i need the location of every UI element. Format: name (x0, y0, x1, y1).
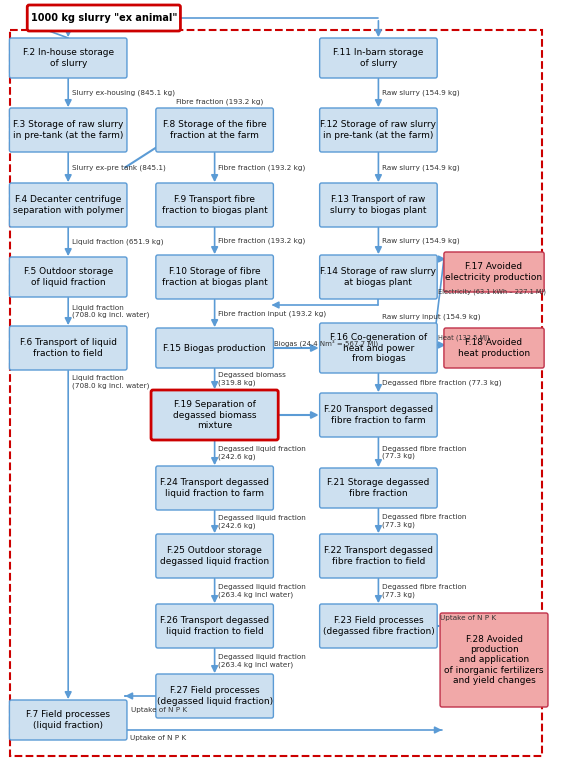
Text: Fibre fraction (193.2 kg): Fibre fraction (193.2 kg) (219, 237, 306, 244)
FancyBboxPatch shape (151, 390, 278, 440)
Text: F.9 Transport fibre
fraction to biogas plant: F.9 Transport fibre fraction to biogas p… (162, 195, 268, 214)
FancyBboxPatch shape (320, 108, 437, 152)
FancyBboxPatch shape (444, 252, 544, 292)
Text: Degassed fibre fraction
(77.3 kg): Degassed fibre fraction (77.3 kg) (382, 446, 467, 460)
FancyBboxPatch shape (156, 534, 273, 578)
FancyBboxPatch shape (10, 700, 127, 740)
Text: Heat (132.5 MJ): Heat (132.5 MJ) (438, 335, 490, 341)
Text: Liquid fraction
(708.0 kg incl. water): Liquid fraction (708.0 kg incl. water) (72, 305, 149, 318)
FancyBboxPatch shape (320, 393, 437, 437)
Text: Liquid fraction (651.9 kg): Liquid fraction (651.9 kg) (72, 239, 164, 245)
Text: Slurry ex-housing (845.1 kg): Slurry ex-housing (845.1 kg) (72, 90, 175, 97)
Text: Liquid fraction
(708.0 kg incl. water): Liquid fraction (708.0 kg incl. water) (72, 375, 149, 389)
Text: Slurry ex-pre tank (845.1): Slurry ex-pre tank (845.1) (72, 164, 166, 171)
FancyBboxPatch shape (10, 326, 127, 370)
Text: F.18 Avoided
heat production: F.18 Avoided heat production (458, 339, 530, 358)
FancyBboxPatch shape (156, 183, 273, 227)
Text: F.7 Field processes
(liquid fraction): F.7 Field processes (liquid fraction) (26, 710, 110, 730)
Text: Degassed liquid fraction
(242.6 kg): Degassed liquid fraction (242.6 kg) (219, 447, 306, 460)
Text: Fibre fraction input (193.2 kg): Fibre fraction input (193.2 kg) (219, 310, 327, 317)
Text: Degassed liquid fraction
(263.4 kg incl water): Degassed liquid fraction (263.4 kg incl … (219, 584, 306, 597)
Text: Degassed fibre fraction (77.3 kg): Degassed fibre fraction (77.3 kg) (382, 380, 502, 386)
FancyBboxPatch shape (320, 604, 437, 648)
FancyBboxPatch shape (10, 108, 127, 152)
FancyBboxPatch shape (320, 255, 437, 299)
FancyBboxPatch shape (320, 534, 437, 578)
Text: F.19 Separation of
degassed biomass
mixture: F.19 Separation of degassed biomass mixt… (173, 400, 256, 430)
Text: F.22 Transport degassed
fibre fraction to field: F.22 Transport degassed fibre fraction t… (324, 546, 433, 566)
FancyBboxPatch shape (156, 108, 273, 152)
Text: F.24 Transport degassed
liquid fraction to farm: F.24 Transport degassed liquid fraction … (160, 478, 269, 498)
FancyBboxPatch shape (10, 257, 127, 297)
FancyBboxPatch shape (27, 5, 181, 31)
Text: F.3 Storage of raw slurry
in pre-tank (at the farm): F.3 Storage of raw slurry in pre-tank (a… (13, 120, 123, 139)
FancyBboxPatch shape (320, 38, 437, 78)
Text: Raw slurry input (154.9 kg): Raw slurry input (154.9 kg) (382, 313, 481, 319)
FancyBboxPatch shape (156, 466, 273, 510)
Text: F.21 Storage degassed
fibre fraction: F.21 Storage degassed fibre fraction (327, 478, 429, 498)
Text: F.11 In-barn storage
of slurry: F.11 In-barn storage of slurry (333, 48, 424, 67)
Text: F.25 Outdoor storage
degassed liquid fraction: F.25 Outdoor storage degassed liquid fra… (160, 546, 269, 566)
Text: F.8 Storage of the fibre
fraction at the farm: F.8 Storage of the fibre fraction at the… (163, 120, 266, 139)
Text: F.26 Transport degassed
liquid fraction to field: F.26 Transport degassed liquid fraction … (160, 617, 269, 636)
Text: F.15 Biogas production: F.15 Biogas production (164, 343, 266, 352)
FancyBboxPatch shape (320, 183, 437, 227)
Text: F.13 Transport of raw
slurry to biogas plant: F.13 Transport of raw slurry to biogas p… (330, 195, 427, 214)
FancyBboxPatch shape (156, 328, 273, 368)
Text: Electricity (63.1 kWh – 227.1 MJ): Electricity (63.1 kWh – 227.1 MJ) (438, 289, 546, 295)
Text: F.12 Storage of raw slurry
in pre-tank (at the farm): F.12 Storage of raw slurry in pre-tank (… (320, 120, 436, 139)
Text: F.6 Transport of liquid
fraction to field: F.6 Transport of liquid fraction to fiel… (20, 339, 116, 358)
FancyBboxPatch shape (444, 328, 544, 368)
FancyBboxPatch shape (10, 183, 127, 227)
Text: F.17 Avoided
electricity production: F.17 Avoided electricity production (445, 262, 542, 282)
FancyBboxPatch shape (320, 323, 437, 373)
Text: Degassed liquid fraction
(242.6 kg): Degassed liquid fraction (242.6 kg) (219, 516, 306, 529)
FancyBboxPatch shape (156, 255, 273, 299)
Text: F.16 Co-generation of
heat and power
from biogas: F.16 Co-generation of heat and power fro… (330, 333, 427, 363)
Text: F.2 In-house storage
of slurry: F.2 In-house storage of slurry (23, 48, 114, 67)
Text: F.23 Field processes
(degassed fibre fraction): F.23 Field processes (degassed fibre fra… (323, 617, 435, 636)
Text: Degassed liquid fraction
(263.4 kg incl water): Degassed liquid fraction (263.4 kg incl … (219, 654, 306, 668)
Text: Biogas (24.4 Nm³ = 567.7 MJ): Biogas (24.4 Nm³ = 567.7 MJ) (274, 339, 378, 347)
Text: F.14 Storage of raw slurry
at biogas plant: F.14 Storage of raw slurry at biogas pla… (320, 267, 436, 286)
Text: F.20 Transport degassed
fibre fraction to farm: F.20 Transport degassed fibre fraction t… (324, 405, 433, 424)
Text: Fibre fraction (193.2 kg): Fibre fraction (193.2 kg) (176, 99, 264, 105)
Text: F.27 Field processes
(degassed liquid fraction): F.27 Field processes (degassed liquid fr… (157, 686, 273, 705)
Text: Fibre fraction (193.2 kg): Fibre fraction (193.2 kg) (219, 164, 306, 171)
FancyBboxPatch shape (440, 613, 548, 707)
FancyBboxPatch shape (156, 674, 273, 718)
Text: Raw slurry (154.9 kg): Raw slurry (154.9 kg) (382, 237, 460, 244)
FancyBboxPatch shape (156, 604, 273, 648)
FancyBboxPatch shape (10, 38, 127, 78)
Text: Degassed biomass
(319.8 kg): Degassed biomass (319.8 kg) (219, 372, 286, 386)
Text: Uptake of N P K: Uptake of N P K (131, 707, 187, 713)
Text: Raw slurry (154.9 kg): Raw slurry (154.9 kg) (382, 90, 460, 97)
Text: F.10 Storage of fibre
fraction at biogas plant: F.10 Storage of fibre fraction at biogas… (162, 267, 268, 286)
FancyBboxPatch shape (320, 468, 437, 508)
Text: Uptake of N P K: Uptake of N P K (130, 735, 186, 741)
Text: Degassed fibre fraction
(77.3 kg): Degassed fibre fraction (77.3 kg) (382, 584, 467, 597)
Text: F.4 Decanter centrifuge
separation with polymer: F.4 Decanter centrifuge separation with … (13, 195, 124, 214)
Text: F.28 Avoided
production
and application
of inorganic fertilizers
and yield chang: F.28 Avoided production and application … (444, 635, 544, 686)
Text: 1000 kg slurry "ex animal": 1000 kg slurry "ex animal" (31, 13, 177, 23)
Text: Uptake of N P K: Uptake of N P K (440, 615, 496, 621)
Text: Raw slurry (154.9 kg): Raw slurry (154.9 kg) (382, 164, 460, 171)
Text: Degassed fibre fraction
(77.3 kg): Degassed fibre fraction (77.3 kg) (382, 514, 467, 528)
Text: F.5 Outdoor storage
of liquid fraction: F.5 Outdoor storage of liquid fraction (23, 267, 113, 286)
